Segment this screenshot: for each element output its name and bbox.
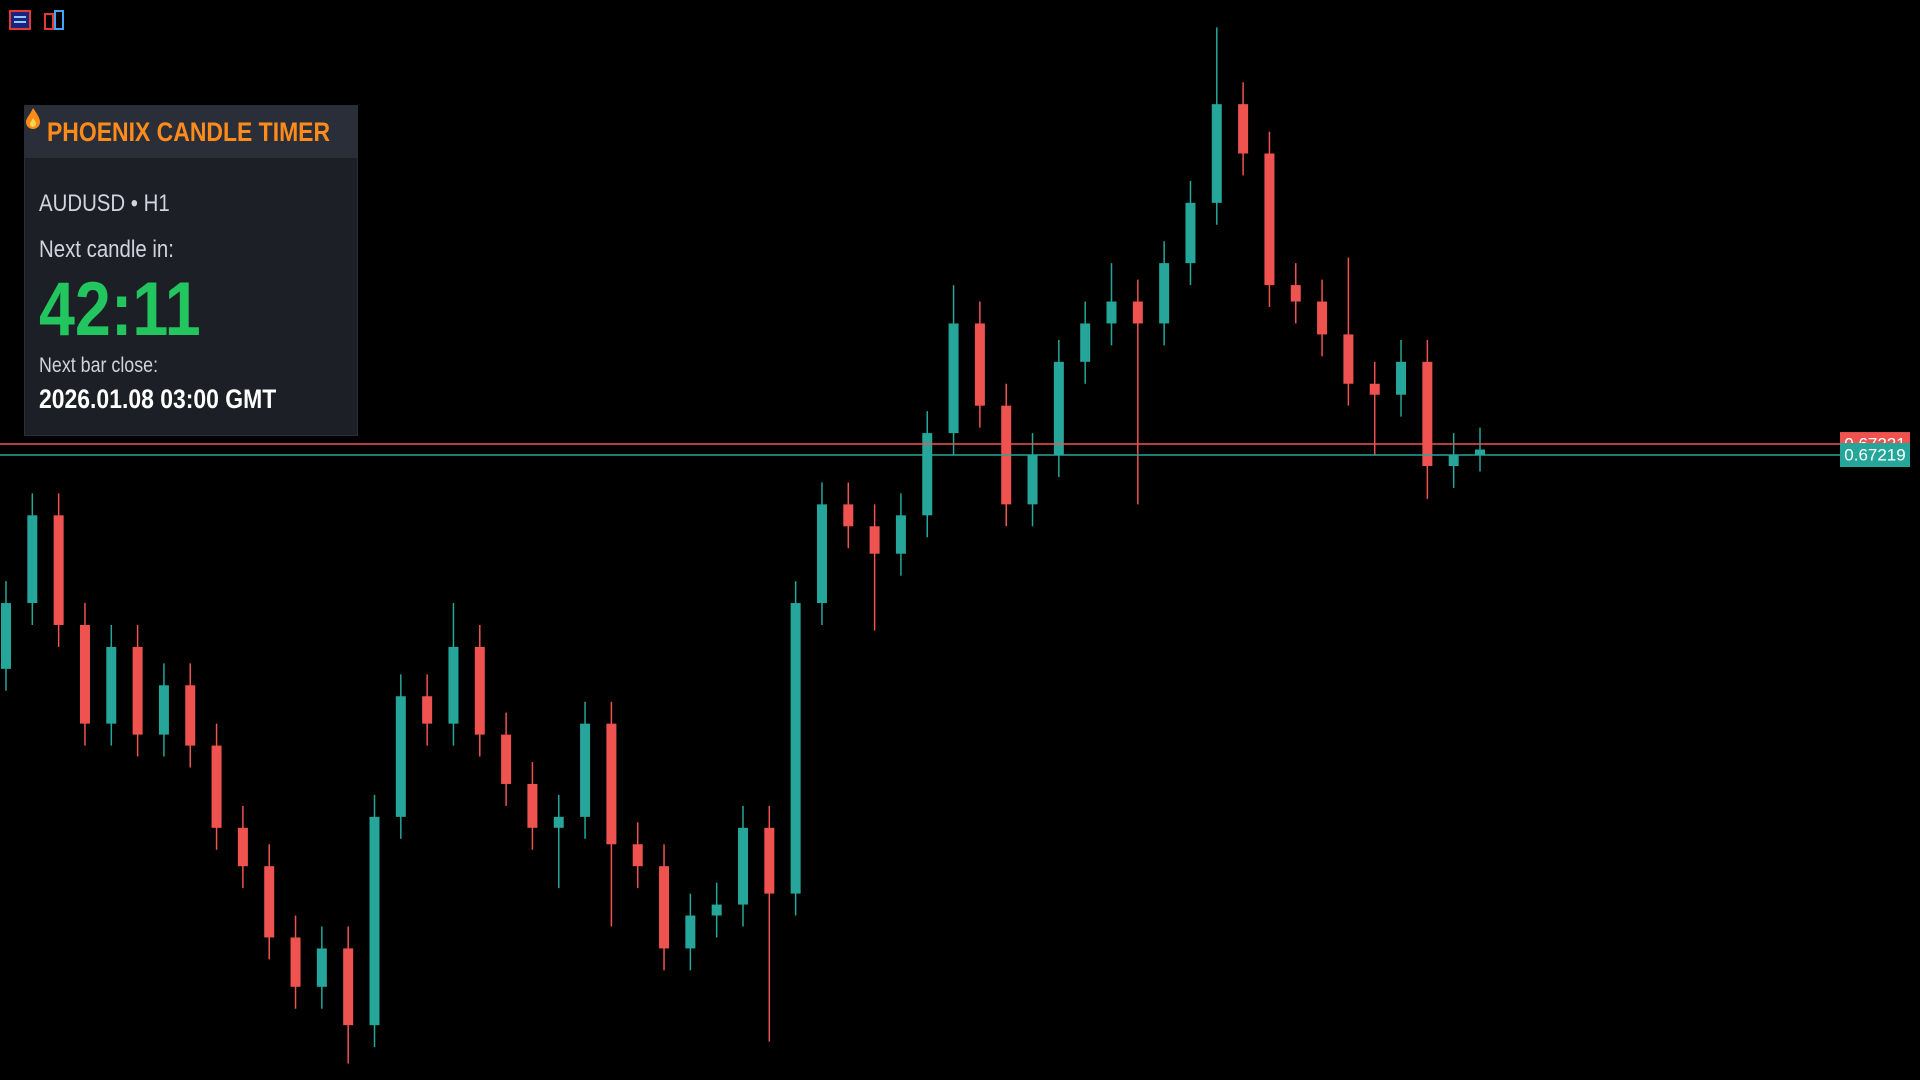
candle-body bbox=[948, 323, 959, 434]
candle-body bbox=[501, 734, 512, 784]
candle-body bbox=[132, 646, 143, 735]
candle-body bbox=[211, 745, 222, 828]
candle-body bbox=[53, 515, 64, 625]
toolbar-icon[interactable] bbox=[8, 8, 32, 32]
candle-body bbox=[764, 827, 775, 894]
symbol: AUDUSD • H1 bbox=[39, 190, 170, 217]
candle-body bbox=[816, 504, 827, 604]
timer-panel: PHOENIX CANDLE TIMER AUDUSD • H1 Next ca… bbox=[24, 105, 358, 436]
candle-body bbox=[553, 816, 564, 828]
candle-body bbox=[1080, 323, 1091, 362]
candle-body bbox=[264, 866, 275, 938]
candle-body bbox=[580, 723, 591, 817]
candle-body bbox=[369, 816, 380, 1026]
candle-body bbox=[1448, 455, 1459, 466]
next-label: Next candle in: bbox=[39, 236, 174, 263]
candle-body bbox=[448, 646, 459, 724]
candle-body bbox=[711, 904, 722, 916]
candle-body bbox=[738, 827, 748, 905]
timer: 42:11 bbox=[39, 267, 201, 352]
close-time: 2026.01.08 03:00 GMT bbox=[39, 384, 277, 414]
candle-body bbox=[106, 646, 117, 724]
candle-body bbox=[974, 323, 985, 406]
candle-body bbox=[1317, 301, 1328, 335]
close-label: Next bar close: bbox=[39, 354, 159, 377]
candle-body bbox=[1, 603, 11, 669]
candle-body bbox=[316, 948, 327, 987]
candle-body bbox=[1422, 361, 1433, 466]
candle-body bbox=[290, 937, 301, 987]
panel-title: PHOENIX CANDLE TIMER bbox=[47, 116, 331, 147]
candle-body bbox=[1369, 383, 1380, 395]
candle-body bbox=[185, 685, 196, 746]
candle-body bbox=[79, 624, 90, 724]
candle-body bbox=[343, 948, 354, 1026]
candle-body bbox=[632, 844, 643, 867]
candle-body bbox=[606, 723, 617, 845]
candle-body bbox=[843, 504, 854, 527]
candle-body bbox=[1211, 104, 1222, 203]
candle-body bbox=[1027, 455, 1038, 505]
price-label-box bbox=[1840, 443, 1910, 468]
candle-body bbox=[685, 915, 696, 949]
candle-body bbox=[922, 433, 933, 516]
price-label: 0.67219 bbox=[1844, 446, 1905, 465]
candle-body bbox=[422, 696, 433, 724]
candle-body bbox=[895, 515, 906, 554]
panel-header: PHOENIX CANDLE TIMER bbox=[25, 106, 357, 158]
candle-body bbox=[790, 603, 801, 894]
candle-body bbox=[527, 783, 538, 828]
candle-body bbox=[1475, 449, 1485, 456]
candle-body bbox=[1106, 301, 1117, 324]
candle-body bbox=[237, 827, 248, 867]
toolbar-icon[interactable] bbox=[42, 8, 66, 32]
candle-body bbox=[474, 646, 485, 735]
candle-body bbox=[1053, 361, 1064, 456]
candle-body bbox=[1185, 202, 1196, 264]
candle-body bbox=[395, 696, 406, 817]
candle-body bbox=[869, 526, 880, 554]
candle-body bbox=[1159, 263, 1170, 324]
candle-body bbox=[1238, 104, 1249, 154]
candle-body bbox=[1396, 361, 1407, 395]
candle-body bbox=[1132, 301, 1143, 324]
candle-body bbox=[1264, 153, 1275, 286]
candle-body bbox=[1290, 285, 1301, 302]
candle-body bbox=[158, 685, 169, 735]
candle-body bbox=[1343, 334, 1354, 384]
flame-icon bbox=[26, 108, 40, 129]
candle-body bbox=[27, 515, 38, 604]
candle-body bbox=[659, 866, 670, 949]
